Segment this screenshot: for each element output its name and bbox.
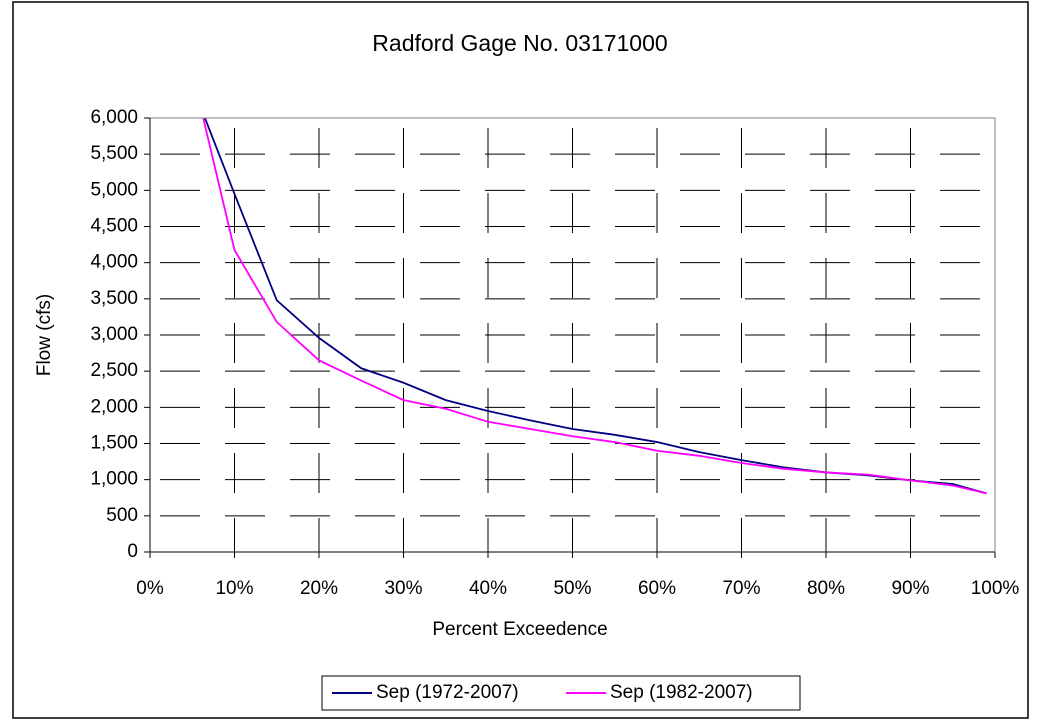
x-tick-label: 10%: [215, 578, 253, 599]
y-tick-label: 6,000: [90, 107, 138, 128]
legend-box: [321, 675, 801, 711]
x-tick-label: 80%: [807, 578, 845, 599]
x-tick-label: 20%: [300, 578, 338, 599]
y-tick-label: 5,500: [90, 143, 138, 164]
x-tick-label: 90%: [891, 578, 929, 599]
y-tick-label: 1,500: [90, 433, 138, 454]
y-tick-label: 4,000: [90, 252, 138, 273]
y-tick-label: 1,000: [90, 469, 138, 490]
y-tick-label: 2,500: [90, 360, 138, 381]
x-tick-label: 40%: [469, 578, 507, 599]
y-tick-label: 500: [106, 505, 138, 526]
chart-title: Radford Gage No. 03171000: [372, 30, 667, 56]
y-tick-label: 3,000: [90, 324, 138, 345]
x-tick-label: 100%: [971, 578, 1020, 599]
y-tick-label: 3,500: [90, 288, 138, 309]
x-tick-label: 60%: [638, 578, 676, 599]
legend-label: Sep (1972-2007): [376, 682, 519, 703]
y-axis-label: Flow (cfs): [34, 294, 55, 376]
y-tick-label: 5,000: [90, 179, 138, 200]
series-line: [202, 118, 987, 495]
legend-label: Sep (1982-2007): [610, 682, 753, 703]
x-tick-label: 70%: [722, 578, 760, 599]
x-axis-label: Percent Exceedence: [432, 619, 607, 640]
y-tick-label: 0: [127, 541, 138, 562]
x-tick-label: 0%: [136, 578, 164, 599]
chart-frame: [12, 1, 1029, 719]
y-tick-label: 4,500: [90, 216, 138, 237]
x-tick-label: 50%: [553, 578, 591, 599]
x-tick-label: 30%: [384, 578, 422, 599]
y-tick-label: 2,000: [90, 396, 138, 417]
